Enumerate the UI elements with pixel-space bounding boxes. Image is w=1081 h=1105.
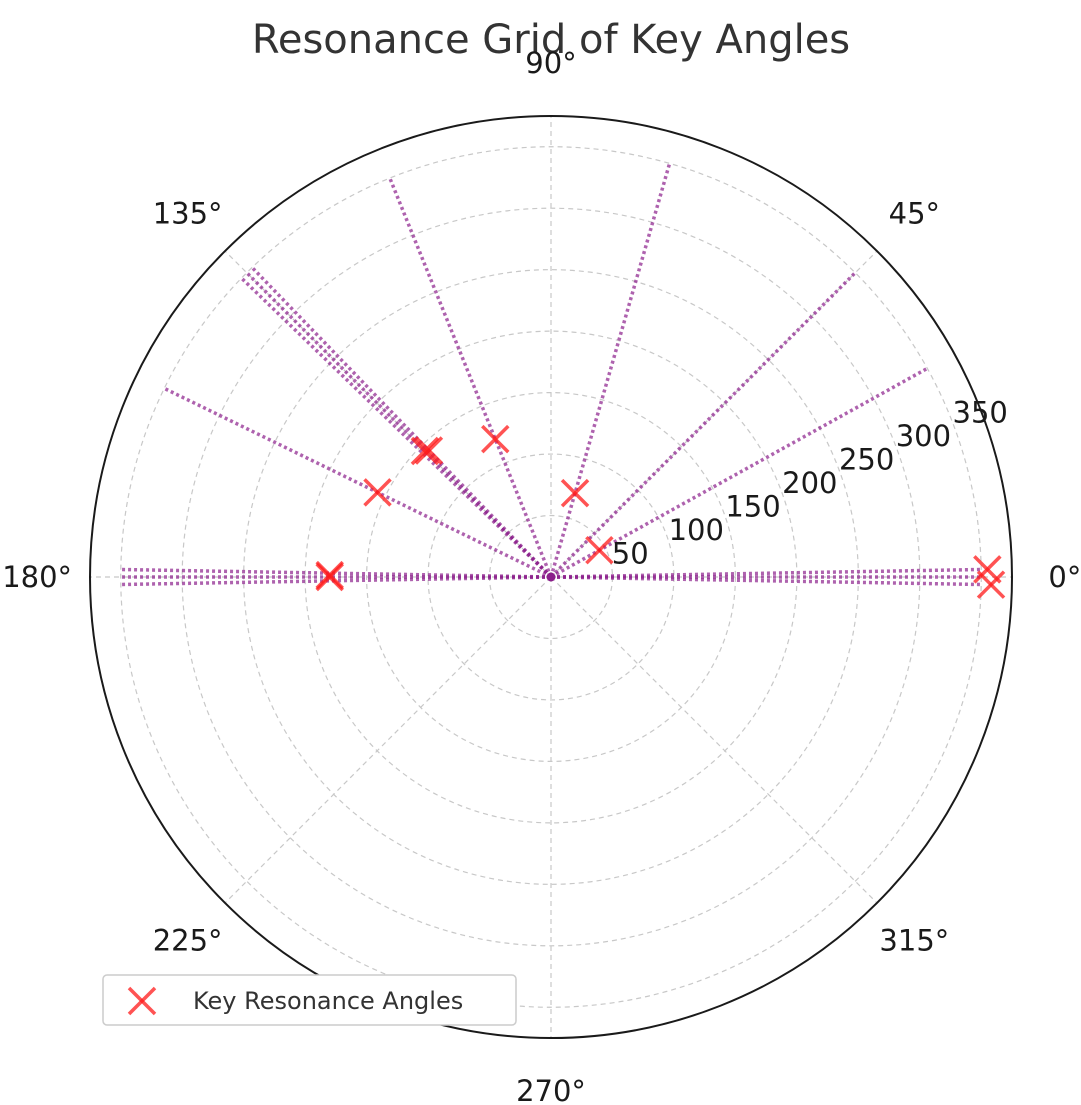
legend-marker	[127, 986, 157, 1016]
angle-tick-label: 315°	[879, 923, 949, 957]
resonance-marker	[481, 424, 510, 454]
polar-grid	[90, 116, 1012, 1038]
radius-tick-label: 350	[953, 395, 1008, 429]
marker-stroke	[363, 478, 392, 507]
resonance-line	[250, 266, 553, 579]
legend: Key Resonance Angles	[102, 974, 517, 1026]
radius-tick-label: 50	[612, 536, 649, 570]
marker-stroke	[414, 436, 444, 465]
radius-tick-label: 300	[896, 419, 951, 453]
resonance-line	[549, 162, 672, 578]
resonance-marker	[976, 570, 1006, 599]
polar-outer-ring	[89, 115, 1013, 1039]
resonance-marker	[410, 436, 440, 466]
angular-gridline	[224, 250, 552, 578]
legend-box	[102, 974, 517, 1026]
resonance-marker	[414, 436, 444, 465]
resonance-line	[550, 575, 982, 587]
marker-stroke	[560, 478, 590, 508]
angle-tick-label: 180°	[2, 560, 72, 594]
resonance-marker	[585, 535, 614, 565]
legend-label: Key Resonance Angles	[193, 987, 463, 1015]
marker-stroke	[585, 535, 614, 565]
marker-stroke	[976, 570, 1006, 599]
resonance-line	[163, 386, 552, 579]
angle-tick-label: 0°	[1048, 560, 1081, 594]
center-dot	[546, 572, 556, 582]
radius-tick-label: 250	[839, 442, 894, 476]
marker-stroke	[315, 560, 344, 590]
marker-stroke	[410, 436, 440, 466]
chart-title: Resonance Grid of Key Angles	[252, 17, 850, 63]
angle-tick-labels: 0° 45° 90° 135° 180° 225° 270° 315°	[2, 46, 1081, 1105]
marker-stroke	[973, 555, 1002, 584]
resonance-marker	[315, 560, 344, 590]
radius-tick-label: 200	[782, 466, 837, 500]
resonance-line	[388, 177, 553, 578]
resonance-marker	[363, 478, 392, 507]
angle-tick-label: 135°	[153, 197, 223, 231]
angle-tick-label: 90°	[525, 46, 576, 80]
angular-gridline	[224, 576, 552, 904]
resonance-line	[550, 567, 982, 579]
radius-tick-label: 150	[725, 489, 780, 523]
angular-gridline	[550, 250, 878, 578]
angle-tick-label: 225°	[153, 923, 223, 957]
resonance-marker	[560, 478, 590, 508]
marker-stroke	[481, 424, 510, 454]
angle-tick-label: 270°	[516, 1074, 586, 1105]
radius-tick-label: 100	[669, 513, 724, 547]
angular-gridline	[550, 576, 878, 904]
polar-center	[546, 572, 556, 582]
resonance-markers	[315, 424, 1006, 599]
angle-tick-label: 45°	[889, 197, 940, 231]
